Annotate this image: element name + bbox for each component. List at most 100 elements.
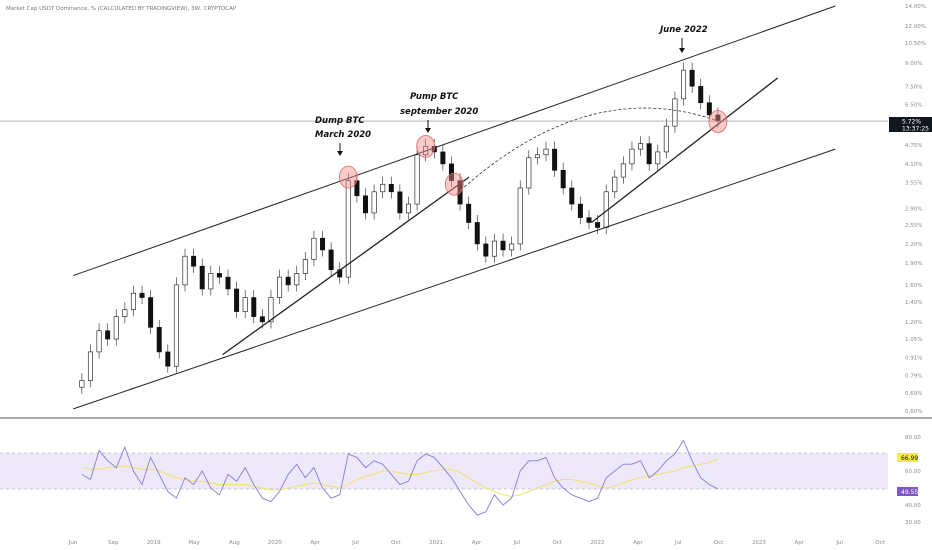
time-axis-tick: Jun <box>68 540 78 546</box>
trendline-channel-lower <box>73 148 836 410</box>
candle-body <box>552 148 558 171</box>
price-axis-tick: 7.50% <box>905 84 922 90</box>
price-axis-tick: 12.00% <box>905 24 926 30</box>
price-axis-tick: 4.10% <box>905 162 922 168</box>
price-axis-tick: 2.90% <box>905 206 922 212</box>
candle-body <box>569 187 575 205</box>
price-axis-tick: 2.20% <box>905 242 922 248</box>
rsi-group <box>81 439 719 516</box>
candle-body <box>216 273 222 278</box>
time-axis-tick: Jul <box>835 540 843 546</box>
highlight-circle <box>444 172 464 196</box>
price-axis-tick: 9.00% <box>905 61 922 67</box>
rsi-ma-value: 66.99 <box>901 455 918 462</box>
candle-body <box>448 163 454 181</box>
candle-body <box>397 191 403 214</box>
arrow-down-icon <box>337 143 343 156</box>
candle-body <box>388 183 394 193</box>
trendline-support-2019-2020 <box>222 176 470 356</box>
candle-body <box>491 240 497 257</box>
candle-body <box>483 243 489 257</box>
candle-body <box>96 330 102 353</box>
candle-body <box>294 273 300 286</box>
candle-body <box>681 69 687 100</box>
candle-body <box>371 191 377 214</box>
candle-body <box>534 154 540 159</box>
candle-body <box>620 163 626 178</box>
price-axis-tick: 6.50% <box>905 103 922 109</box>
candle-body <box>698 85 704 103</box>
candle-body <box>277 276 283 298</box>
candle-body <box>646 143 652 165</box>
candle-body <box>706 102 712 116</box>
trendlines-group <box>0 5 888 410</box>
highlight-circle <box>708 110 728 133</box>
annotation-pump-line2: september 2020 <box>400 107 478 117</box>
candle-body <box>586 217 592 223</box>
candle-body <box>268 297 274 323</box>
candle-body <box>328 249 334 271</box>
price-axis-tick: 0.69% <box>905 391 922 397</box>
candle-body <box>345 180 351 278</box>
time-axis-tick: Apr <box>310 540 320 546</box>
highlights-group <box>338 110 728 196</box>
candle-body <box>320 237 326 251</box>
time-axis-tick: Jul <box>351 540 359 546</box>
time-axis-tick: 2022 <box>591 540 605 546</box>
time-axis-tick: Oct <box>875 540 885 546</box>
candle-body <box>173 284 179 367</box>
candle-body <box>526 157 532 189</box>
annotation-dump-line2: March 2020 <box>315 130 371 140</box>
candle-body <box>405 203 411 214</box>
candle-body <box>466 203 472 223</box>
time-axis-tick: 2019 <box>147 540 161 546</box>
candle-body <box>612 176 618 193</box>
candles-group <box>79 62 721 394</box>
price-axis-tick: 14.00% <box>905 4 926 10</box>
candle-body <box>87 351 93 381</box>
candle-body <box>689 69 695 87</box>
time-axis-tick: Oct <box>714 540 724 546</box>
time-axis-tick: Oct <box>391 540 401 546</box>
candle-body <box>79 380 85 388</box>
time-axis-tick: Jul <box>674 540 682 546</box>
time-axis-group: Jun Sep 2019 May Aug 2020 Apr Jul Oct 2021 Apr Jul O… <box>68 540 886 546</box>
symbol-title: Market Cap USDT Dominance, % (CALCULATED… <box>6 6 237 12</box>
candle-body <box>208 273 214 290</box>
trendline-support-2021-2022 <box>591 77 779 223</box>
candle-body <box>139 292 145 298</box>
annotation-dump-line1: Dump BTC <box>315 116 365 126</box>
countdown-label: 13:37:25 <box>902 126 929 133</box>
dashed-arc <box>456 107 719 195</box>
highlight-circle <box>338 165 358 189</box>
candle-body <box>474 222 480 245</box>
price-axis-group: 14.00% 12.00% 10.50% 9.00% 7.50% 6.50% 4.75% 4.… <box>905 4 926 415</box>
candle-body <box>105 330 111 340</box>
candle-body <box>440 151 446 165</box>
rsi-axis-tick: 60.00 <box>905 469 921 475</box>
candle-body <box>414 154 420 205</box>
candle-body <box>182 255 188 286</box>
candle-body <box>517 187 523 245</box>
current-price-label: 5.72% <box>902 119 921 126</box>
candle-body <box>113 316 119 340</box>
time-axis-tick: Sep <box>108 540 119 546</box>
rsi-value-tag <box>897 487 918 496</box>
price-axis-tick: 4.75% <box>905 143 922 149</box>
candle-body <box>285 276 291 286</box>
rsi-axis-tick: 80.00 <box>905 435 921 441</box>
time-axis-tick: Jul <box>513 540 521 546</box>
price-axis-tick: 0.60% <box>905 409 922 415</box>
candle-body <box>577 203 583 218</box>
price-axis-tick: 1.60% <box>905 283 922 289</box>
price-axis-tick: 1.40% <box>905 300 922 306</box>
arrow-down-icon <box>679 38 685 53</box>
time-axis-tick: Apr <box>633 540 643 546</box>
candle-body <box>251 297 257 317</box>
rsi-ma-tag <box>897 453 918 462</box>
time-axis-tick: May <box>188 540 200 546</box>
candle-body <box>225 276 231 290</box>
candle-body <box>165 351 171 367</box>
candle-body <box>380 183 386 193</box>
